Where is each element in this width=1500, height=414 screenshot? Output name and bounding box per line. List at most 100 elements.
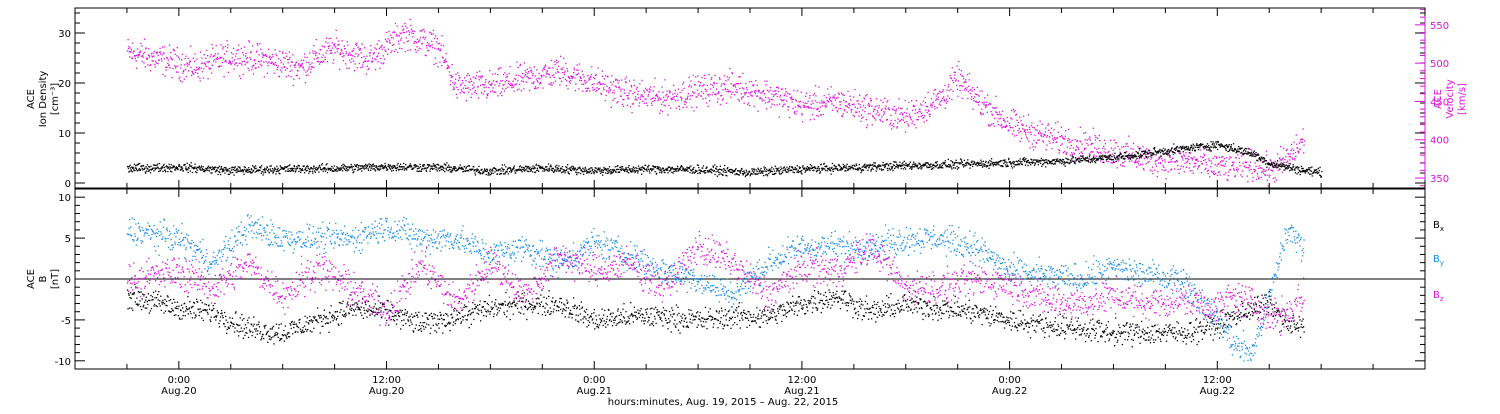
velocity-point xyxy=(349,68,350,69)
ion-density-point xyxy=(394,166,395,167)
velocity-point xyxy=(152,56,153,57)
velocity-point xyxy=(309,66,310,67)
velocity-point xyxy=(1288,153,1289,154)
velocity-point xyxy=(987,112,988,113)
ion-density-point xyxy=(995,162,996,163)
velocity-point xyxy=(262,54,263,55)
velocity-point xyxy=(385,39,386,40)
velocity-point xyxy=(1294,159,1295,160)
ion-density-point xyxy=(773,168,774,169)
velocity-point xyxy=(1085,139,1086,140)
velocity-point xyxy=(472,88,473,89)
ion-density-point xyxy=(558,170,559,171)
velocity-point xyxy=(433,30,434,31)
velocity-point xyxy=(1027,138,1028,139)
velocity-point xyxy=(735,91,736,92)
velocity-point xyxy=(490,91,491,92)
ion-density-point xyxy=(744,172,745,173)
velocity-point xyxy=(826,97,827,98)
velocity-point xyxy=(572,77,573,78)
velocity-point xyxy=(981,109,982,110)
ion-density-point xyxy=(446,169,447,170)
velocity-point xyxy=(695,84,696,85)
ion-density-point xyxy=(886,163,887,164)
ion-density-point xyxy=(505,166,506,167)
ion-density-point xyxy=(734,171,735,172)
velocity-point xyxy=(1143,146,1144,147)
ion-density-point xyxy=(442,169,443,170)
ion-density-point xyxy=(880,165,881,166)
velocity-point xyxy=(936,98,937,99)
ion-density-point xyxy=(831,174,832,175)
velocity-point xyxy=(484,84,485,85)
ion-density-point xyxy=(492,169,493,170)
velocity-point xyxy=(765,97,766,98)
ion-density-point xyxy=(891,166,892,167)
ion-density-point xyxy=(876,170,877,171)
velocity-point xyxy=(480,76,481,77)
velocity-point xyxy=(1293,153,1294,154)
ion-density-point xyxy=(781,173,782,174)
ion-density-point xyxy=(183,170,184,171)
velocity-point xyxy=(887,119,888,120)
velocity-point xyxy=(942,91,943,92)
velocity-point xyxy=(1242,163,1243,164)
ion-density-point xyxy=(142,168,143,169)
ion-density-point xyxy=(389,166,390,167)
velocity-point xyxy=(427,42,428,43)
velocity-point xyxy=(1263,172,1264,173)
velocity-point xyxy=(293,85,294,86)
ion-density-point xyxy=(893,161,894,162)
velocity-point xyxy=(396,35,397,36)
ion-density-point xyxy=(452,170,453,171)
velocity-point xyxy=(1155,161,1156,162)
velocity-point xyxy=(369,55,370,56)
ion-density-point xyxy=(177,167,178,168)
velocity-point xyxy=(758,91,759,92)
velocity-point xyxy=(1188,159,1189,160)
velocity-point xyxy=(690,95,691,96)
velocity-point xyxy=(310,72,311,73)
velocity-point xyxy=(1094,135,1095,136)
velocity-point xyxy=(454,88,455,89)
ion-density-point xyxy=(270,169,271,170)
ion-density-point xyxy=(144,168,145,169)
ion-density-point xyxy=(956,160,957,161)
velocity-point xyxy=(769,101,770,102)
velocity-point xyxy=(1139,149,1140,150)
velocity-point xyxy=(675,100,676,101)
ion-density-point xyxy=(887,170,888,171)
ion-density-point xyxy=(817,168,818,169)
velocity-point xyxy=(1054,137,1055,138)
ion-density-point xyxy=(658,167,659,168)
velocity-point xyxy=(341,49,342,50)
velocity-point xyxy=(747,96,748,97)
ion-density-point xyxy=(361,170,362,171)
ion-density-point xyxy=(714,164,715,165)
velocity-point xyxy=(550,84,551,85)
velocity-point xyxy=(968,91,969,92)
velocity-point xyxy=(476,75,477,76)
velocity-point xyxy=(928,111,929,112)
velocity-point xyxy=(252,45,253,46)
ion-density-point xyxy=(717,176,718,177)
ion-density-point xyxy=(338,168,339,169)
velocity-point xyxy=(709,100,710,101)
ion-density-point xyxy=(921,167,922,168)
velocity-point xyxy=(353,61,354,62)
ion-density-point xyxy=(478,166,479,167)
velocity-point xyxy=(637,94,638,95)
ion-density-point xyxy=(1044,162,1045,163)
velocity-point xyxy=(784,104,785,105)
velocity-point xyxy=(1097,138,1098,139)
ion-density-point xyxy=(631,168,632,169)
velocity-point xyxy=(1013,130,1014,131)
ion-density-point xyxy=(1045,159,1046,160)
velocity-point xyxy=(1162,160,1163,161)
velocity-point xyxy=(724,84,725,85)
ion-density-point xyxy=(400,164,401,165)
ion-density-point xyxy=(501,173,502,174)
ion-density-point xyxy=(399,166,400,167)
velocity-point xyxy=(1040,121,1041,122)
velocity-point xyxy=(1236,157,1237,158)
